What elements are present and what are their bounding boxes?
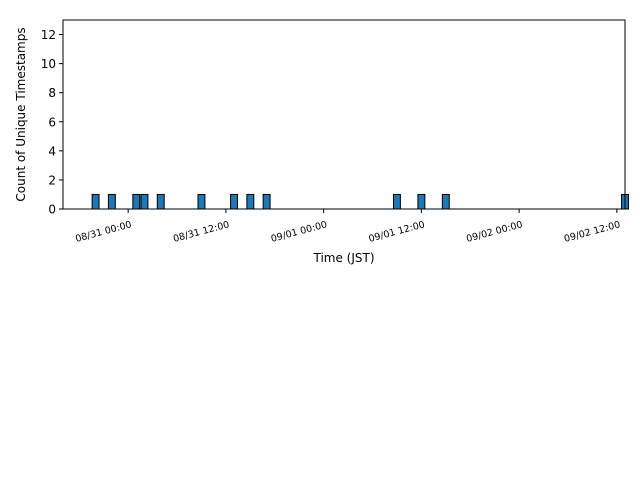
y-tick-label: 6 [48,115,56,129]
bar-6 [230,193,239,210]
x-tick-label: 08/31 00:00 [74,219,133,245]
y-tick-label: 0 [48,203,56,217]
x-tick-label: 09/02 12:00 [563,219,622,245]
bar-10 [417,193,426,210]
x-tick-label: 09/01 00:00 [270,219,329,245]
x-axis-label: Time (JST) [312,251,374,265]
x-tick-label: 09/02 00:00 [465,219,524,245]
bar-11 [441,193,450,210]
plot-frame [62,19,626,210]
y-tick-label: 8 [48,86,56,100]
bar-3 [140,193,149,210]
y-tick-label: 4 [48,144,56,158]
y-tick-label: 2 [48,173,56,187]
bar-1 [107,193,116,210]
bar-8 [262,193,271,210]
bar-7 [246,193,255,210]
x-axis-ticks: 08/31 00:00 08/31 12:00 09/01 00:00 09/01 1… [74,209,622,245]
bars-layer [91,193,629,210]
bar-4 [156,193,165,210]
bar-5 [197,193,206,210]
bar-9 [392,193,401,210]
y-axis-ticks: 0 2 4 6 8 10 12 [41,28,63,217]
y-axis-label: Count of Unique Timestamps [14,27,28,201]
bar-0 [91,193,100,210]
x-tick-label: 08/31 12:00 [172,219,231,245]
y-tick-label: 10 [41,57,56,71]
bar-2 [132,193,141,210]
y-tick-label: 12 [41,28,56,42]
x-tick-label: 09/01 12:00 [367,219,426,245]
